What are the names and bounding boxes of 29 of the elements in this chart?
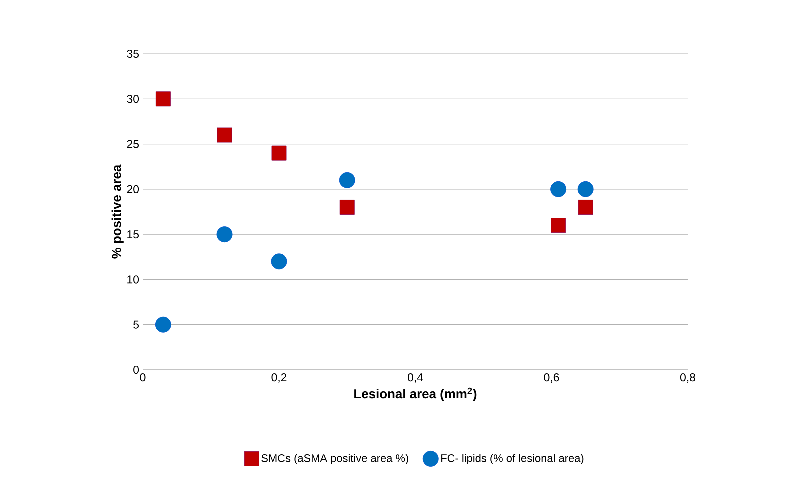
x-tick-label: 0,4 xyxy=(408,374,424,383)
x-tick-label: 0 xyxy=(140,374,146,382)
y-axis-title: % positive area xyxy=(112,164,124,259)
point xyxy=(339,172,356,188)
point xyxy=(156,92,171,107)
y-tick-label: 30 xyxy=(127,95,140,104)
point xyxy=(271,254,288,270)
point xyxy=(578,200,594,215)
point xyxy=(272,146,287,161)
y-tick-label: 35 xyxy=(127,50,139,58)
x-axis-title: Lesional area (mm$^{2}$) xyxy=(354,388,477,402)
legend-label: SMCs (aSMA positive area %) xyxy=(262,454,408,464)
point xyxy=(550,181,567,198)
point xyxy=(216,226,233,243)
y-tick-label: 25 xyxy=(127,140,139,148)
point xyxy=(340,200,355,215)
point xyxy=(551,218,566,234)
y-tick-label: 0 xyxy=(134,366,140,374)
x-tick-label: 0,2 xyxy=(272,374,287,383)
x-tick-label: 0,6 xyxy=(544,374,560,383)
point xyxy=(155,316,172,333)
x-tick-label: 0,8 xyxy=(680,374,696,383)
legend-label: FC- lipids (% of lesional area) xyxy=(442,454,584,464)
y-tick-label: 20 xyxy=(127,185,140,194)
point xyxy=(578,181,594,198)
point xyxy=(217,128,232,143)
y-tick-label: 15 xyxy=(128,230,139,239)
y-tick-label: 5 xyxy=(134,320,139,329)
y-tick-label: 10 xyxy=(128,276,140,284)
